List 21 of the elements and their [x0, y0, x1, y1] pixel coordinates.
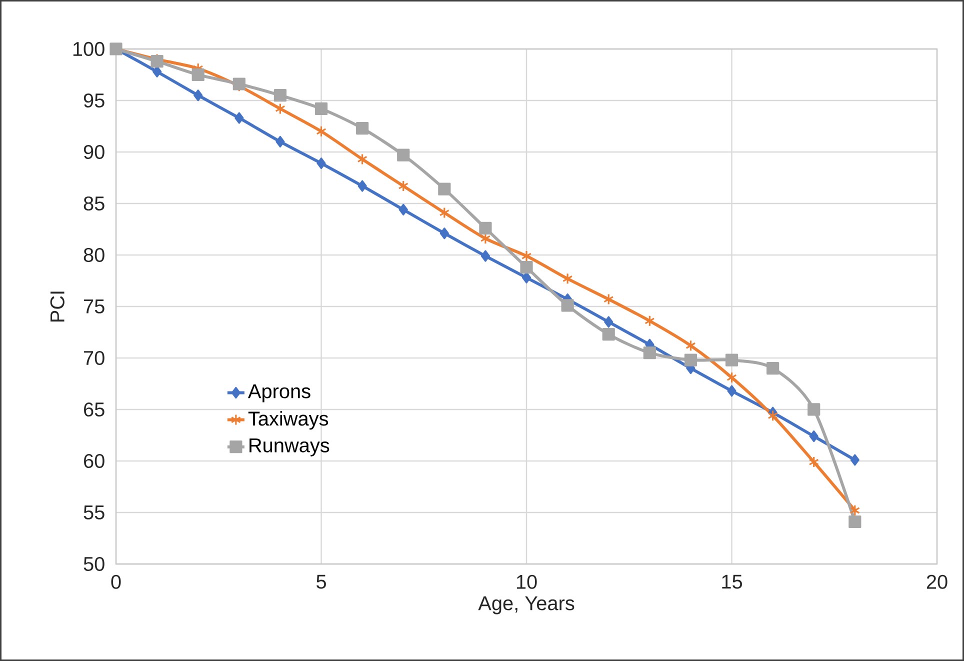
y-tick-label: 95 — [84, 93, 104, 108]
y-tick-label: 80 — [84, 248, 104, 262]
legend-label: Taxiways — [248, 411, 328, 430]
x-axis-title: Age, Years — [478, 596, 574, 614]
legend-label: Runways — [250, 438, 330, 456]
y-axis-title: PCI — [50, 292, 64, 322]
y-tick-label: 90 — [84, 144, 104, 160]
legend-label: Aprons — [248, 384, 310, 402]
y-tick-label: 75 — [84, 300, 104, 314]
y-tick-label: 70 — [84, 350, 104, 366]
y-tick-label: 60 — [84, 454, 104, 468]
y-tick-label: 55 — [84, 506, 104, 520]
x-tick-label: 20 — [926, 574, 948, 589]
y-tick-label: 100 — [73, 42, 104, 56]
y-tick-label: 85 — [84, 196, 104, 211]
y-tick-label: 65 — [84, 402, 104, 417]
x-tick-label: 0 — [111, 574, 121, 589]
x-tick-label: 5 — [316, 574, 326, 589]
x-tick-label: 10 — [516, 574, 537, 589]
x-tick-label: 15 — [722, 574, 742, 589]
y-tick-label: 50 — [84, 556, 104, 572]
